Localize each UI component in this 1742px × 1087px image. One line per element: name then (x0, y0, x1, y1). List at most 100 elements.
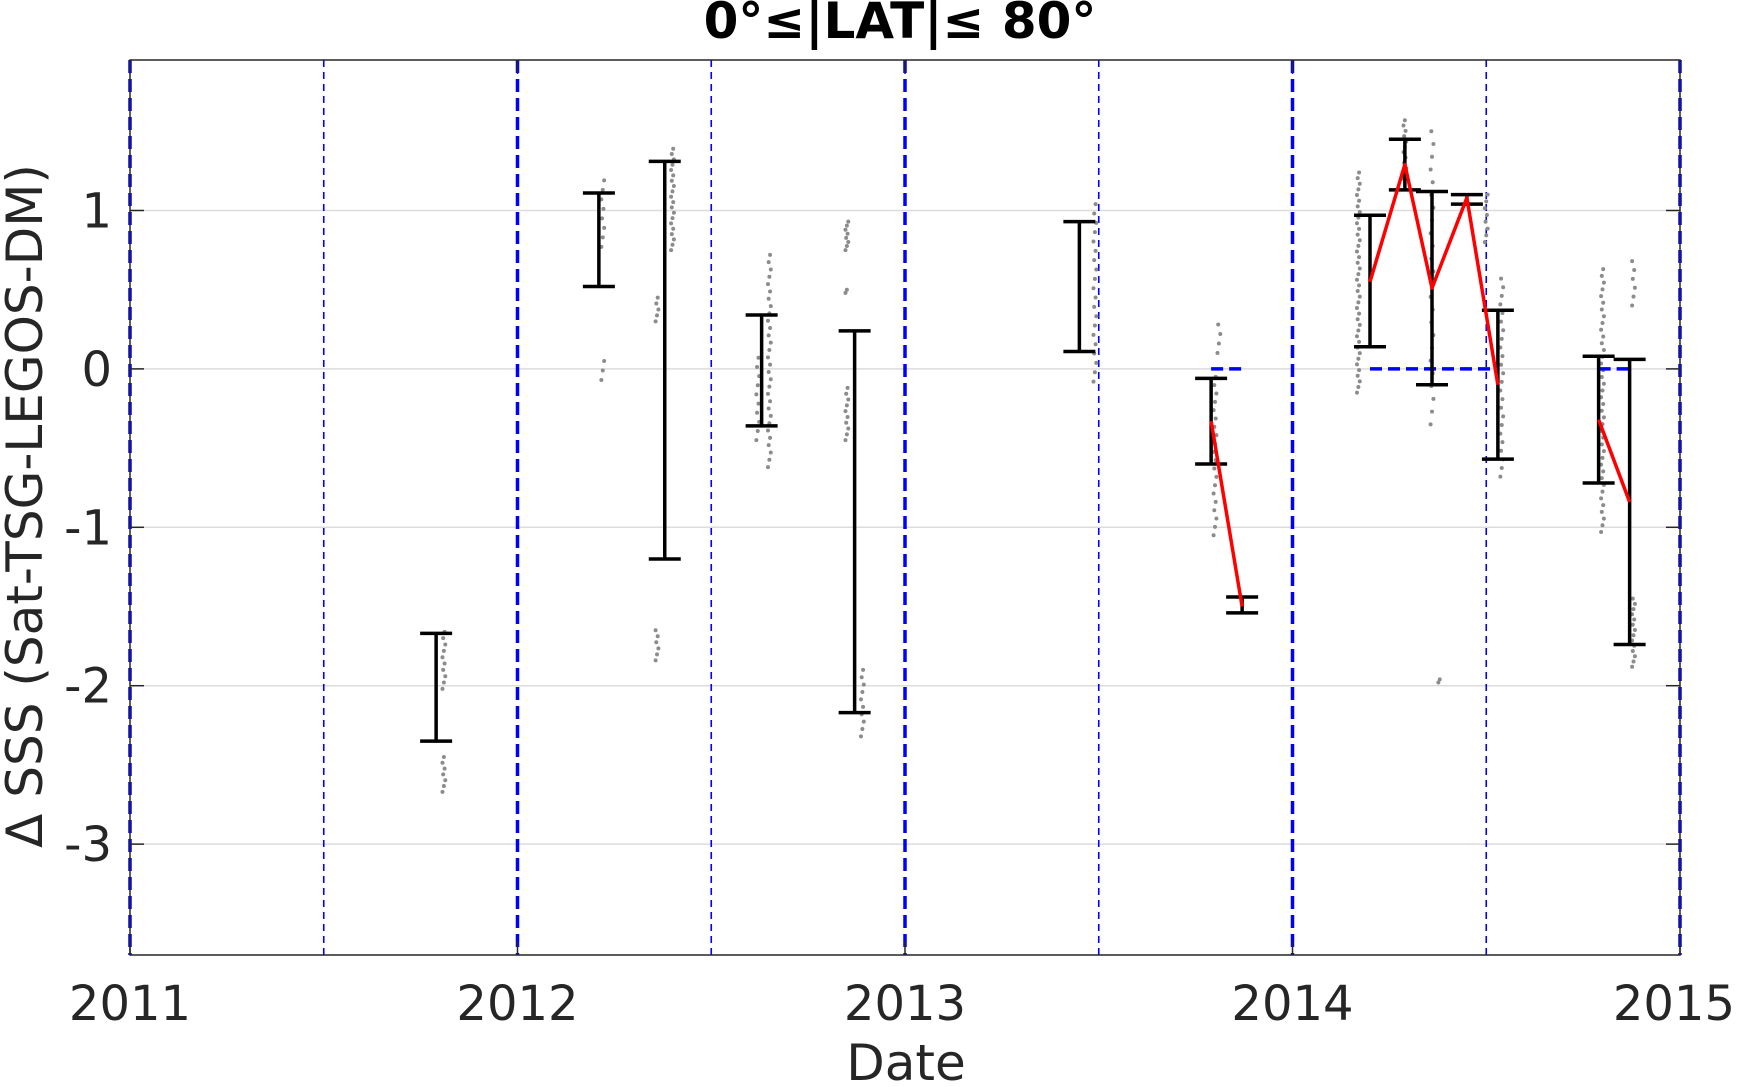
data-point (1600, 455, 1605, 460)
data-point (670, 242, 675, 247)
x-tick-label: 2014 (1231, 976, 1353, 1032)
data-point (1430, 409, 1434, 414)
data-point (1499, 379, 1504, 384)
data-point (1213, 524, 1217, 529)
error-bar (582, 191, 615, 289)
data-point (1354, 193, 1359, 198)
data-point (768, 413, 773, 418)
x-axis-label: Date (846, 1034, 966, 1087)
data-point (1212, 383, 1217, 388)
data-point (1356, 385, 1361, 390)
data-point (1482, 240, 1487, 245)
data-point (765, 428, 770, 433)
data-point (1092, 211, 1097, 216)
data-point (1631, 607, 1636, 612)
data-point (440, 760, 445, 765)
data-point (1599, 408, 1604, 413)
data-point (1499, 319, 1504, 324)
data-point (1354, 334, 1359, 339)
data-point (1355, 289, 1360, 294)
data-point (768, 267, 773, 272)
data-point (1216, 322, 1221, 327)
data-point (843, 248, 848, 253)
data-point (600, 216, 605, 221)
data-point (1355, 260, 1360, 265)
data-point (860, 690, 865, 695)
data-point (1091, 332, 1096, 337)
data-point (669, 221, 674, 226)
data-point (859, 675, 864, 680)
data-point (844, 432, 849, 437)
x-tick-label: 2015 (1613, 976, 1735, 1032)
data-point (844, 403, 849, 408)
data-point (768, 252, 773, 257)
data-point (1483, 219, 1488, 224)
data-point (1211, 533, 1216, 538)
data-point (440, 686, 445, 691)
data-point (861, 719, 866, 724)
data-point (844, 235, 849, 240)
data-point (655, 634, 660, 639)
data-point (1630, 259, 1635, 264)
data-point (1601, 415, 1606, 420)
data-point (1357, 351, 1362, 356)
data-point (755, 364, 760, 369)
data-point (1600, 321, 1605, 326)
data-point (765, 318, 770, 323)
y-tick-label: 0 (81, 342, 112, 398)
data-point (858, 697, 863, 702)
x-tick-label: 2011 (69, 976, 191, 1032)
data-point (1599, 509, 1604, 514)
error-bar (745, 313, 778, 428)
data-point (442, 766, 447, 771)
data-point (1599, 327, 1604, 332)
data-point (1599, 374, 1604, 379)
data-point (1212, 508, 1217, 513)
data-point (654, 640, 659, 645)
data-point (1357, 311, 1362, 316)
data-point (1600, 388, 1605, 393)
data-point (843, 227, 848, 232)
data-point (599, 377, 604, 382)
data-point (1356, 356, 1361, 361)
data-point (861, 704, 866, 709)
y-tick-label: 1 (81, 183, 112, 239)
data-point (845, 385, 850, 390)
data-point (844, 391, 849, 396)
data-point (1355, 204, 1360, 209)
data-point (1632, 617, 1637, 622)
data-point (1357, 294, 1362, 299)
data-point (755, 383, 760, 388)
data-point (768, 399, 773, 404)
data-point (1499, 276, 1504, 281)
data-point (1599, 530, 1604, 535)
data-point (843, 290, 848, 295)
error-bar (838, 329, 871, 715)
data-point (656, 307, 661, 312)
data-point (1402, 134, 1407, 139)
data-point (669, 178, 674, 183)
data-point (671, 173, 676, 178)
mean-line (1368, 162, 1500, 386)
data-point (1091, 286, 1096, 291)
data-point (1437, 677, 1442, 682)
data-point (1630, 664, 1635, 669)
data-point (843, 409, 848, 414)
data-point (766, 260, 771, 265)
data-point (768, 304, 773, 309)
data-point (768, 435, 773, 440)
data-point (768, 340, 773, 345)
data-point (1500, 354, 1505, 359)
data-point (654, 301, 659, 306)
data-point (669, 168, 674, 173)
data-point (768, 326, 773, 331)
x-tick-label: 2012 (456, 976, 578, 1032)
data-point (1485, 226, 1490, 231)
data-point (844, 223, 849, 228)
data-point (861, 682, 866, 687)
data-point (1599, 476, 1604, 481)
data-point (1355, 232, 1360, 237)
data-point (844, 287, 849, 292)
data-point (1599, 273, 1604, 278)
